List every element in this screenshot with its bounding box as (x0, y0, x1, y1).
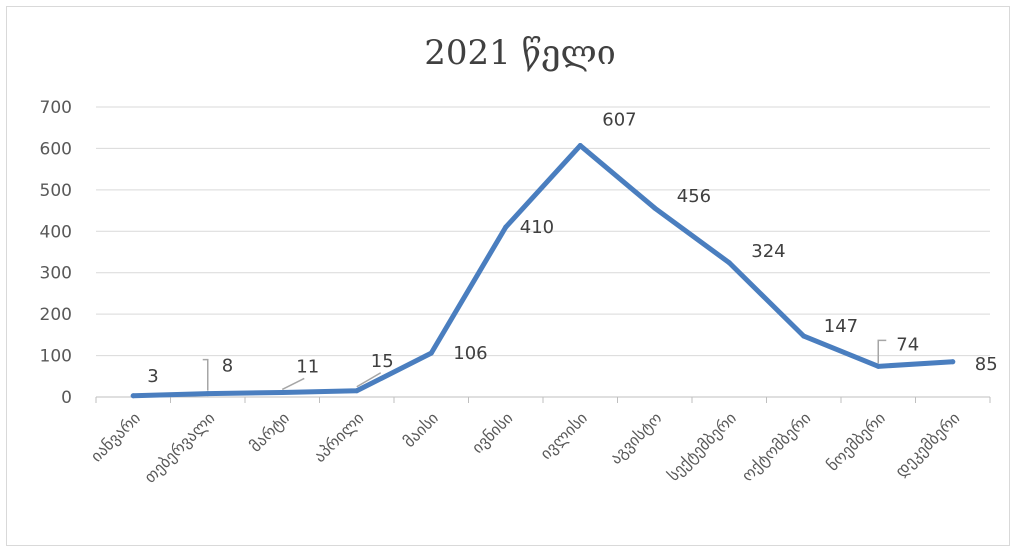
x-tick-label: ივნისი (468, 408, 517, 457)
data-label: 456 (677, 186, 711, 207)
y-tick-label: 400 (40, 222, 72, 242)
data-point (875, 363, 881, 369)
y-tick-label: 600 (40, 139, 72, 159)
data-point (354, 388, 360, 394)
data-label: 15 (371, 351, 394, 372)
data-point (130, 393, 136, 399)
data-label: 147 (824, 316, 858, 337)
y-tick-label: 700 (40, 98, 72, 118)
x-tick-label: აპრილი (310, 408, 368, 466)
data-label: 8 (222, 356, 233, 377)
x-tick-label: თებერვალი (140, 408, 218, 486)
data-point (428, 350, 434, 356)
x-tick-label: მაისი (399, 408, 442, 451)
y-tick-label: 100 (40, 347, 72, 367)
chart-title: 2021 წელი (424, 33, 615, 73)
data-point (279, 389, 285, 395)
leader-line (356, 372, 382, 388)
y-tick-label: 200 (40, 305, 72, 325)
data-point (652, 205, 658, 211)
x-tick-label: მარტი (246, 408, 293, 455)
leader-line (281, 377, 305, 391)
data-label: 85 (975, 354, 998, 375)
y-tick-label: 300 (40, 264, 72, 284)
leader-line (877, 339, 887, 364)
data-label: 324 (751, 241, 785, 262)
data-point (503, 224, 509, 230)
y-tick-label: 500 (40, 181, 72, 201)
series-line (130, 143, 956, 399)
data-label: 106 (453, 343, 487, 364)
data-point (577, 143, 583, 149)
data-label: 607 (602, 110, 636, 131)
data-label: 11 (296, 356, 319, 377)
x-tick-label: ოქტომბერი (738, 408, 815, 485)
data-point (205, 391, 211, 397)
x-tick-label: იანვარი (87, 408, 144, 465)
x-tick-label: ივლისი (536, 408, 591, 463)
data-label: 3 (147, 366, 158, 387)
data-point (801, 333, 807, 339)
x-tick-label: აგვისტო (606, 408, 666, 468)
y-tick-label: 0 (61, 388, 72, 408)
x-tick-label: დეკემბერი (891, 408, 963, 480)
leader-line (202, 358, 209, 391)
x-tick-label: ნოემბერი (823, 408, 889, 474)
data-point (726, 260, 732, 266)
data-point (950, 359, 956, 365)
x-tick-label: სექტემბერი (664, 408, 740, 484)
data-label: 74 (896, 334, 919, 355)
data-label: 410 (520, 217, 554, 238)
